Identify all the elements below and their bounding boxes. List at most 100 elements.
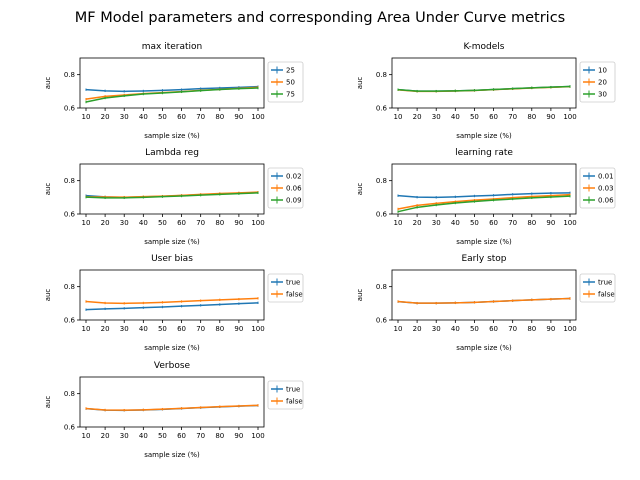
x-tick-label: 20 <box>101 325 110 333</box>
x-tick-label: 60 <box>177 219 186 227</box>
subplot-title: K-models <box>464 42 505 52</box>
y-tick-label: 0.6 <box>376 211 388 219</box>
axes-frame <box>79 57 265 109</box>
legend-item: true <box>271 278 300 287</box>
axes-frame <box>391 163 577 215</box>
legend-item: 75 <box>271 90 295 99</box>
series-line <box>397 297 571 304</box>
legend-item: 20 <box>583 78 607 87</box>
legend-item: false <box>271 397 303 406</box>
x-tick-label: 70 <box>196 432 205 440</box>
x-tick-label: 40 <box>451 219 460 227</box>
x-tick-label: 30 <box>120 113 129 121</box>
y-axis-label: auc <box>44 77 52 90</box>
axes-frame <box>391 269 577 321</box>
subplot-title: Early stop <box>461 254 506 264</box>
y-axis-label: auc <box>356 183 364 196</box>
x-axis-label: sample size (%) <box>456 344 512 352</box>
legend-label: false <box>286 291 303 299</box>
y-tick-label: 0.8 <box>64 390 75 398</box>
legend-item: 30 <box>583 90 607 99</box>
x-tick-label: 50 <box>158 325 167 333</box>
x-tick-label: 90 <box>234 325 243 333</box>
x-tick-label: 50 <box>470 219 479 227</box>
y-tick-label: 0.8 <box>64 71 75 79</box>
x-tick-label: 90 <box>234 219 243 227</box>
legend-item: false <box>271 290 303 299</box>
x-tick-label: 60 <box>177 325 186 333</box>
legend: 0.02 0.06 0.09 <box>267 167 304 209</box>
x-tick-label: 60 <box>489 219 498 227</box>
series-line <box>85 192 259 199</box>
series-30 <box>397 85 571 93</box>
series-line <box>85 404 259 411</box>
x-tick-label: 20 <box>101 113 110 121</box>
y-tick-label: 0.6 <box>376 317 388 325</box>
legend-label: 0.06 <box>286 185 302 193</box>
x-tick-label: 100 <box>251 219 264 227</box>
series-line <box>85 87 259 103</box>
x-tick-label: 70 <box>508 113 517 121</box>
legend-label: 0.03 <box>598 185 614 193</box>
x-tick-label: 100 <box>563 113 576 121</box>
series-75 <box>85 86 259 104</box>
legend-label: 20 <box>598 79 607 87</box>
x-axis-label: sample size (%) <box>144 451 200 459</box>
x-tick-label: 100 <box>251 113 264 121</box>
x-axis-label: sample size (%) <box>144 344 200 352</box>
legend-label: 75 <box>286 91 295 99</box>
legend-item: true <box>271 385 300 394</box>
legend-label: false <box>598 291 615 299</box>
x-tick-label: 20 <box>101 432 110 440</box>
legend-item: 25 <box>271 66 295 75</box>
legend-item: 0.02 <box>271 172 302 181</box>
legend-label: true <box>286 279 300 287</box>
series-false <box>85 404 259 412</box>
x-tick-label: 70 <box>196 219 205 227</box>
subplot-k-models: K-models 0.6 0.8 10 20 30 40 50 60 70 80 90 100 sampl… <box>356 42 616 140</box>
legend-item: 0.01 <box>583 172 614 181</box>
x-tick-label: 90 <box>546 325 555 333</box>
subplot-verbose: Verbose 0.6 0.8 10 20 30 40 50 60 70 80 90 100 sample… <box>44 361 304 459</box>
y-axis-label: auc <box>356 289 364 302</box>
subplot-title: Verbose <box>154 361 191 371</box>
y-tick-label: 0.6 <box>64 317 76 325</box>
series-0-09 <box>85 191 259 200</box>
legend-label: 0.09 <box>286 197 302 205</box>
legend: 0.01 0.03 0.06 <box>579 167 616 209</box>
subplot-lambda-reg: Lambda reg 0.6 0.8 10 20 30 40 50 60 70 80 90 100 sam… <box>44 148 304 246</box>
y-tick-label: 0.8 <box>64 177 75 185</box>
legend-label: 0.06 <box>598 197 614 205</box>
series-line <box>85 302 259 311</box>
legend: 25 50 75 <box>267 61 304 103</box>
subplot-max-iteration: max iteration 0.6 0.8 10 20 30 40 50 60 70 80 90 100… <box>44 42 304 140</box>
x-tick-label: 10 <box>82 219 91 227</box>
figure-title: MF Model parameters and corresponding Ar… <box>75 10 566 26</box>
x-tick-label: 30 <box>432 325 441 333</box>
x-tick-label: 10 <box>394 219 403 227</box>
series-line <box>397 195 571 213</box>
legend-label: true <box>598 279 612 287</box>
x-tick-label: 50 <box>158 113 167 121</box>
x-tick-label: 20 <box>413 113 422 121</box>
legend: true false <box>267 273 304 303</box>
subplot-early-stop: Early stop 0.6 0.8 10 20 30 40 50 60 70 80 90 100 sam… <box>356 254 616 352</box>
y-tick-label: 0.8 <box>376 283 387 291</box>
x-tick-label: 90 <box>234 432 243 440</box>
subplot-title: learning rate <box>455 148 513 158</box>
subplot-user-bias: User bias 0.6 0.8 10 20 30 40 50 60 70 80 90 100 samp… <box>44 254 304 352</box>
x-tick-label: 80 <box>215 432 224 440</box>
series-line <box>397 193 571 210</box>
x-tick-label: 70 <box>196 113 205 121</box>
legend-item: 10 <box>583 66 607 75</box>
legend-item: false <box>583 290 615 299</box>
legend-label: true <box>286 386 300 394</box>
series-false <box>397 297 571 305</box>
x-tick-label: 10 <box>394 113 403 121</box>
y-axis-label: auc <box>356 77 364 90</box>
x-tick-label: 90 <box>546 219 555 227</box>
series-line <box>85 85 259 93</box>
x-axis-label: sample size (%) <box>144 132 200 140</box>
y-axis-label: auc <box>44 289 52 302</box>
